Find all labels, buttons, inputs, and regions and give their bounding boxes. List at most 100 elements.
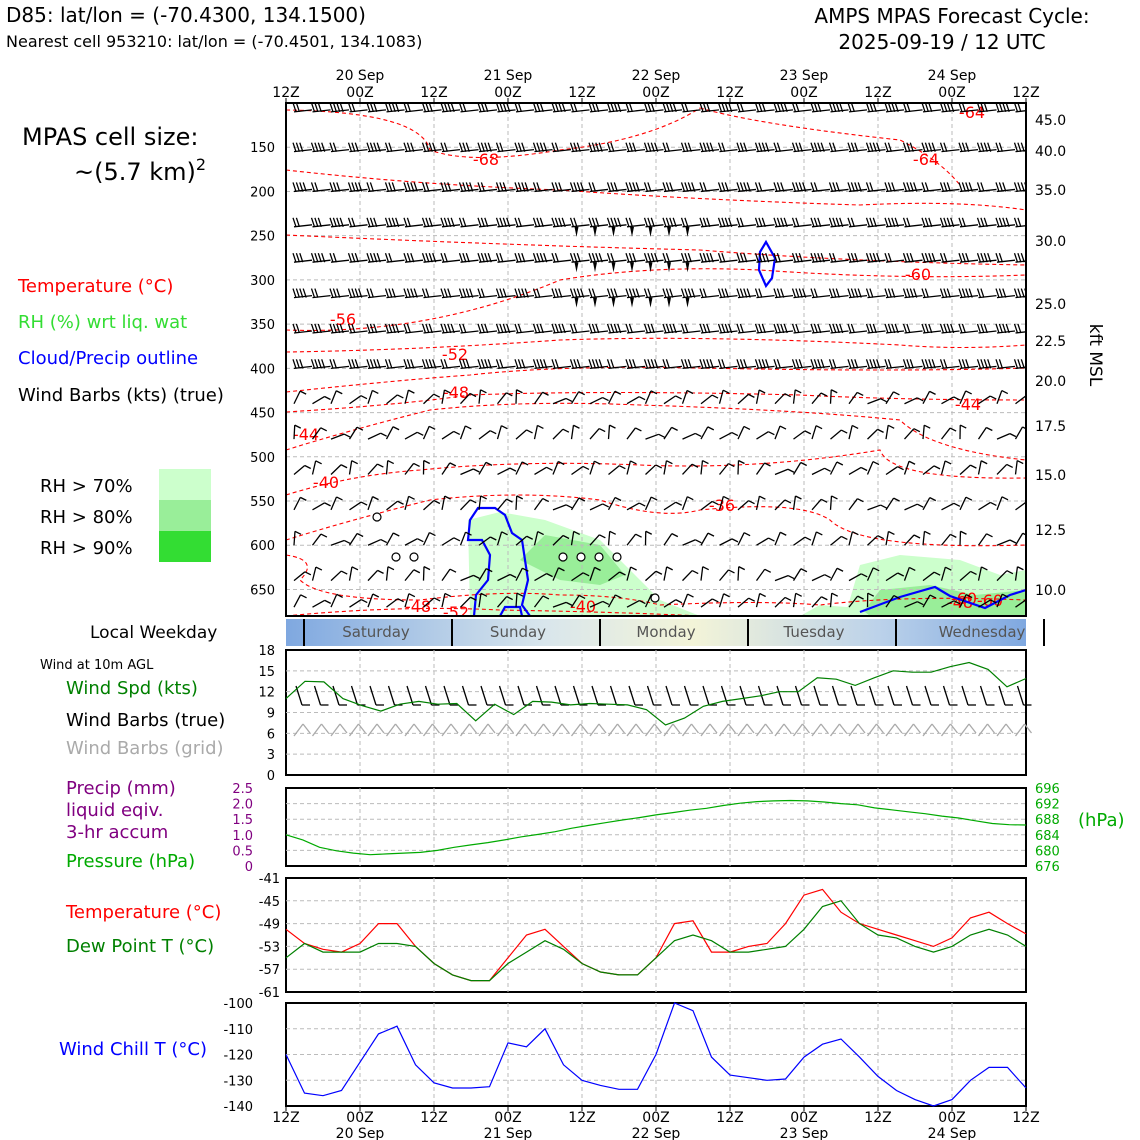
cycle-title: AMPS MPAS Forecast Cycle:	[814, 4, 1089, 28]
wind-barb	[811, 531, 817, 546]
wind-barb-feather	[514, 182, 519, 192]
wind-barb-feather	[554, 182, 560, 192]
wind-barb-feather	[408, 495, 415, 500]
wind-barb-feather	[832, 182, 837, 192]
wind-barb-pennant	[685, 297, 690, 308]
wind-barb-feather	[684, 288, 689, 298]
wind-barb-feather	[517, 253, 523, 263]
grid-wind-barb-feather	[838, 723, 848, 734]
wind-barb	[330, 496, 338, 511]
grid-wind-barb	[718, 723, 730, 737]
wind-barb-feather	[292, 323, 297, 334]
wind-barb	[940, 427, 951, 440]
wind-barb-feather	[924, 217, 930, 228]
wind-barb	[755, 568, 766, 582]
wind-barb	[737, 426, 745, 440]
wind-barb-feather	[943, 323, 948, 334]
wind-barb	[978, 395, 991, 405]
wind-barb-feather	[514, 359, 519, 369]
wind-barb	[941, 365, 960, 369]
wind-barb-feather	[736, 217, 741, 228]
wind-barb	[1014, 426, 1024, 440]
wind-barb-feather	[976, 142, 982, 152]
wind-barb-pennant	[611, 262, 616, 273]
wind-barb-feather	[495, 359, 501, 369]
wind-barb-feather	[669, 103, 674, 113]
wind-barb-feather	[606, 103, 612, 113]
pressure-axis-label: (hPa)	[1078, 810, 1125, 831]
wind-barb-feather	[569, 103, 575, 113]
wind-barb-feather	[499, 288, 504, 298]
wind-barb	[626, 427, 636, 440]
wind-barb	[422, 426, 430, 440]
wind-barb-feather	[539, 323, 544, 334]
wind-barb-feather	[347, 217, 353, 228]
wind-barb-feather	[706, 217, 711, 228]
wind-barb-feather	[470, 596, 477, 601]
time-tick-top: 00Z	[790, 85, 817, 101]
wind-barb-feather	[810, 182, 815, 192]
grid-wind-barb-feather	[912, 723, 922, 734]
wind-barb-feather	[802, 182, 807, 192]
wind-barb-feather	[779, 425, 787, 430]
wind-barb	[700, 532, 709, 546]
wind-barb-feather	[939, 142, 945, 152]
wind-barb-feather	[933, 571, 941, 576]
wind-barb-feather	[783, 323, 788, 334]
wind-barb	[367, 294, 387, 299]
wind-barb-feather	[884, 142, 889, 152]
wind-barb	[755, 496, 761, 510]
wind-barb-feather	[665, 182, 671, 192]
wind-barb-feather	[625, 288, 630, 298]
wind-barb-feather	[857, 288, 862, 298]
wind-barb-feather	[347, 103, 353, 113]
wind-barb	[941, 149, 960, 153]
wind-barb-feather	[1020, 253, 1025, 263]
wind-barb-feather	[931, 253, 936, 263]
wind-barb	[774, 468, 789, 476]
wind-barb-feather	[509, 467, 517, 472]
wind-barb-feather	[314, 253, 319, 263]
wind-barb	[293, 109, 313, 113]
wind-barb-feather	[835, 103, 840, 113]
rh70-swatch	[159, 469, 211, 500]
wind-barb	[330, 539, 345, 546]
grid-wind-barb-feather	[450, 723, 459, 734]
wind-barb	[422, 532, 431, 546]
wind-barb-feather	[983, 217, 988, 228]
wind-barb-feather	[582, 572, 590, 577]
wind-barb-feather	[817, 217, 822, 228]
wind-barb-feather	[292, 103, 297, 113]
wind-barb	[330, 149, 350, 153]
wind-barb-feather	[465, 531, 472, 536]
grid-wind-barb	[829, 723, 841, 737]
wind-barb	[700, 294, 720, 299]
wind-barb-feather	[887, 217, 893, 228]
wind-barb-feather	[576, 142, 581, 152]
wind-barb-feather	[628, 288, 634, 298]
wind-barb-feather	[521, 142, 526, 152]
wind-barb-feather	[795, 592, 802, 597]
wind-barb-feather	[976, 182, 982, 192]
wind-barb-feather	[909, 182, 914, 192]
wind-barb-feather	[443, 217, 449, 228]
wind-spd-label: Wind Spd (kts)	[66, 678, 198, 699]
10m-wind-barb	[369, 685, 377, 706]
wind-barb-feather	[928, 253, 933, 263]
wind-barb-feather	[986, 426, 993, 432]
wind-barb-feather	[832, 253, 837, 263]
wind-speed-line	[285, 661, 1027, 726]
wind-barb	[977, 533, 988, 546]
wind-barb-feather	[717, 182, 723, 192]
wind-barb-feather	[558, 103, 563, 113]
wind-barb	[589, 294, 609, 299]
grid-wind-barb	[774, 723, 785, 737]
wind-barb-feather	[506, 596, 513, 601]
wind-barb-feather	[536, 253, 541, 263]
wind-barb-feather	[428, 253, 433, 263]
wind-barb-feather	[706, 359, 711, 369]
wind-barb	[829, 567, 838, 581]
plots-layer: -68 -64-60-56-52-48-44-40-36-40-48 -52-48-…	[223, 68, 1124, 1140]
wind-barb-feather	[299, 142, 304, 152]
grid-wind-barb	[607, 723, 619, 737]
